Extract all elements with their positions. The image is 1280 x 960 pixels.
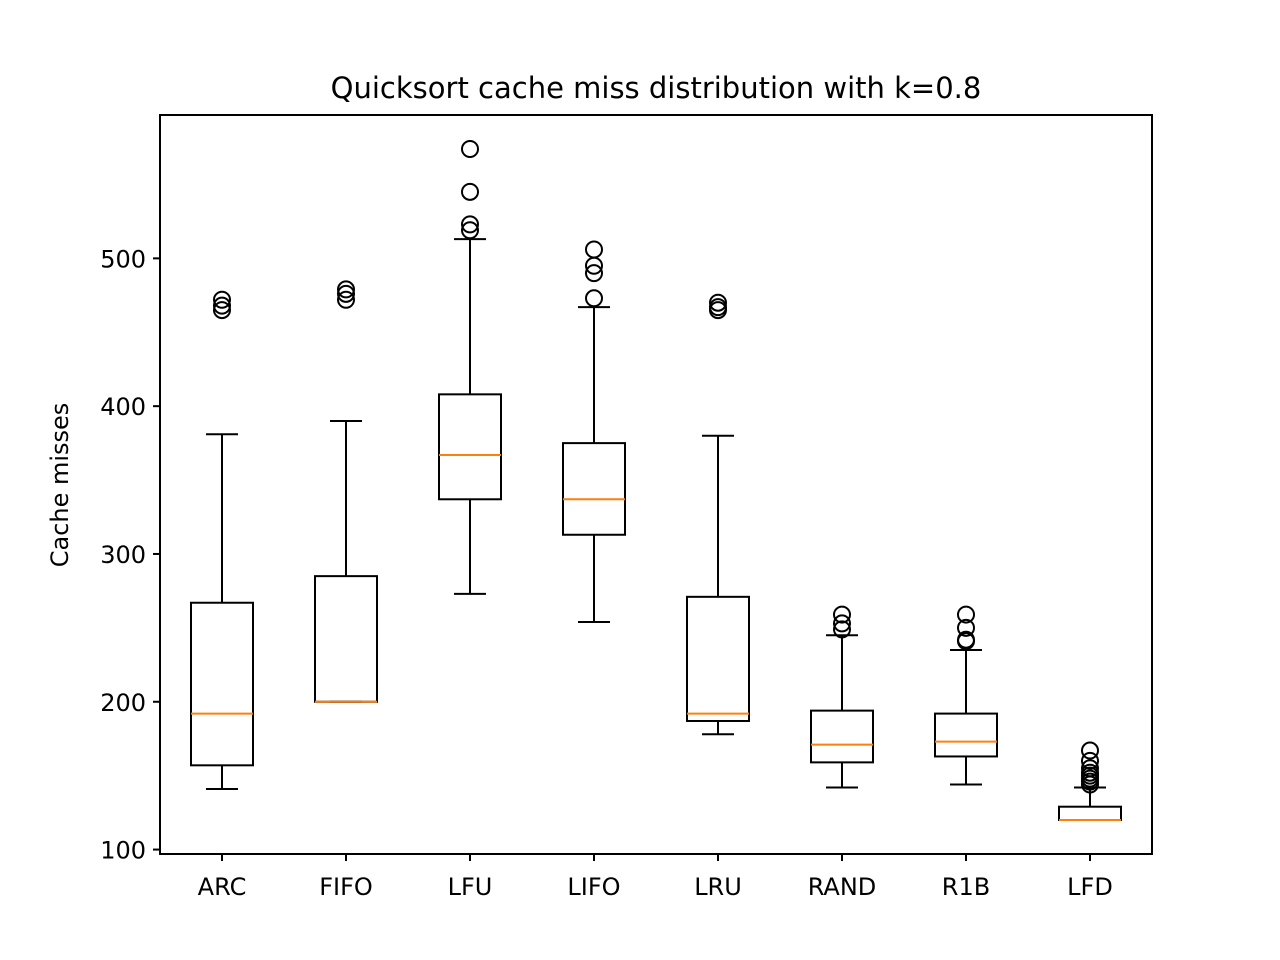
- axes-frame: [159, 114, 1153, 855]
- outlier-point: [461, 182, 479, 201]
- outlier-point: [833, 605, 851, 624]
- outlier-point: [1081, 741, 1099, 760]
- outlier-point: [1081, 759, 1099, 778]
- outlier-point: [957, 618, 975, 637]
- x-tick-label: LFU: [448, 873, 493, 901]
- y-tick-label: 500: [100, 245, 146, 273]
- outlier-point: [585, 289, 603, 308]
- y-tick-label: 300: [100, 541, 146, 569]
- y-tick-label: 200: [100, 689, 146, 717]
- outlier-point: [833, 614, 851, 633]
- plot-area: 100 200 300 400 500 ARC FIFO LFU LIFO LRU RAND R1B L…: [100, 139, 1122, 901]
- outlier-point: [213, 290, 231, 309]
- chart-title: Quicksort cache miss distribution with k…: [331, 71, 982, 105]
- outlier-point: [461, 221, 479, 240]
- outlier-point: [337, 290, 355, 309]
- outlier-point: [213, 301, 231, 320]
- outlier-point: [337, 284, 355, 303]
- box-iqr: [934, 712, 998, 758]
- x-tick-label: RAND: [808, 873, 877, 901]
- outlier-point: [957, 630, 975, 649]
- x-tick-label: LIFO: [567, 873, 620, 901]
- outlier-point: [461, 139, 479, 158]
- outlier-point: [1081, 763, 1099, 782]
- x-tick-label: R1B: [942, 873, 990, 901]
- y-tick-label: 400: [100, 393, 146, 421]
- box-iqr: [438, 393, 502, 501]
- x-tick-label: LFD: [1067, 873, 1113, 901]
- outlier-point: [585, 240, 603, 259]
- outlier-point: [585, 264, 603, 283]
- outlier-point: [337, 280, 355, 299]
- x-tick-label: LRU: [694, 873, 742, 901]
- outlier-point: [213, 296, 231, 315]
- y-tick-label: 100: [100, 837, 146, 865]
- outlier-point: [461, 215, 479, 234]
- box-iqr: [562, 442, 626, 536]
- y-axis-label: Cache misses: [46, 403, 74, 568]
- box-iqr: [810, 709, 874, 764]
- outlier-point: [957, 605, 975, 624]
- outlier-point: [709, 298, 727, 317]
- outlier-point: [833, 620, 851, 639]
- box-iqr: [686, 595, 750, 722]
- outlier-point: [709, 293, 727, 312]
- x-tick-label: FIFO: [319, 873, 373, 901]
- x-tick-label: ARC: [198, 873, 247, 901]
- box-iqr: [190, 601, 254, 767]
- outlier-point: [1081, 751, 1099, 770]
